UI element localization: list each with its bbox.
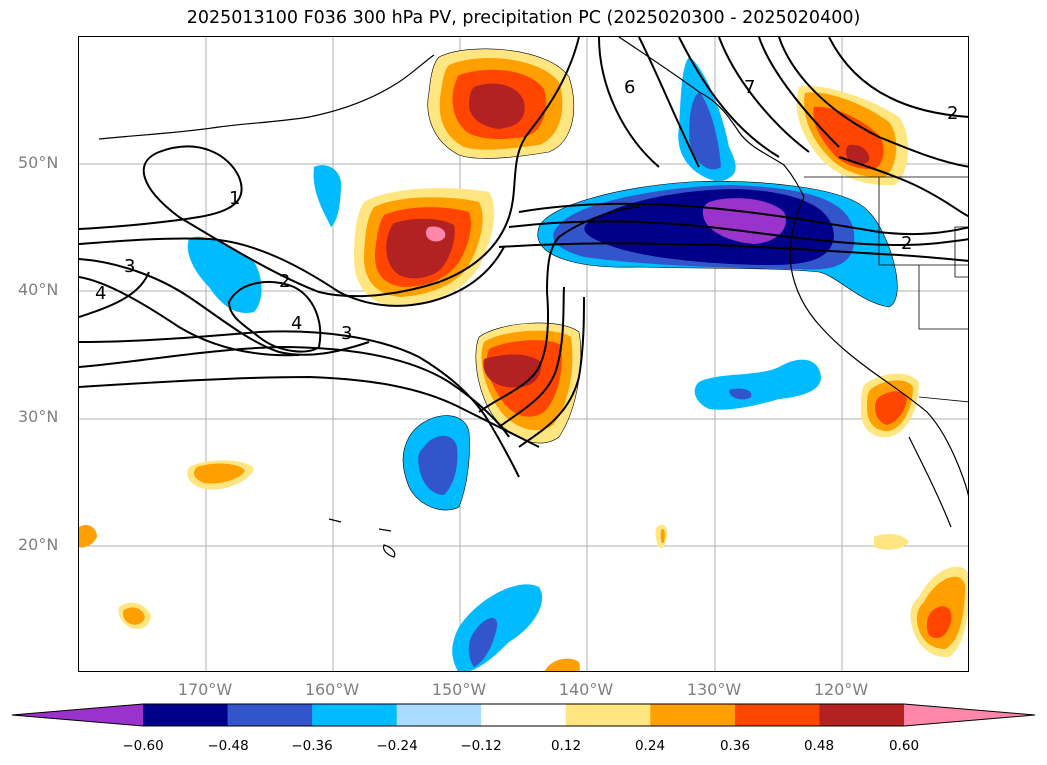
colorbar-tick-label: −0.60 bbox=[122, 738, 164, 754]
map-canvas: 1 2 3 4 4 3 6 7 2 2 bbox=[79, 37, 968, 671]
map-panel: 1 2 3 4 4 3 6 7 2 2 bbox=[78, 36, 969, 672]
contour-label: 7 bbox=[744, 77, 755, 98]
colorbar-segment bbox=[143, 704, 229, 726]
colorbar-segment bbox=[227, 704, 313, 726]
lon-label-140w: 140°W bbox=[558, 680, 614, 699]
contour-label: 6 bbox=[624, 77, 635, 98]
contour-label: 4 bbox=[95, 283, 106, 304]
shading-outlines bbox=[402, 48, 898, 511]
lon-label-130w: 130°W bbox=[686, 680, 742, 699]
contour-labels: 1 2 3 4 4 3 6 7 2 2 bbox=[95, 77, 958, 344]
lat-label-20n: 20°N bbox=[18, 535, 59, 554]
colorbar-segment bbox=[396, 704, 482, 726]
colorbar-segment bbox=[650, 704, 736, 726]
contour-label: 4 bbox=[291, 313, 302, 334]
contour-label: 2 bbox=[279, 271, 290, 292]
contour-label: 1 bbox=[229, 188, 240, 209]
lon-label-150w: 150°W bbox=[431, 680, 487, 699]
colorbar-tick-label: −0.12 bbox=[460, 738, 502, 754]
contour-label: 3 bbox=[341, 323, 352, 344]
colorbar-extend-high bbox=[904, 704, 1035, 726]
lat-label-40n: 40°N bbox=[18, 280, 59, 299]
colorbar-segment bbox=[312, 704, 398, 726]
contour-label: 2 bbox=[947, 103, 958, 124]
colorbar-segment bbox=[565, 704, 651, 726]
lon-label-120w: 120°W bbox=[813, 680, 869, 699]
colorbar-tick-label: 0.36 bbox=[719, 738, 751, 754]
colorbar-segment bbox=[819, 704, 905, 726]
contour-label: 3 bbox=[124, 256, 135, 277]
colorbar-outline bbox=[11, 703, 1036, 727]
colorbar-segment bbox=[734, 704, 820, 726]
colorbar-tick-label: 0.48 bbox=[803, 738, 835, 754]
pv-contours bbox=[79, 37, 968, 478]
colorbar-tick-label: −0.36 bbox=[291, 738, 333, 754]
colorbar-tick-label: −0.48 bbox=[207, 738, 249, 754]
lon-label-170w: 170°W bbox=[177, 680, 233, 699]
coastlines bbox=[98, 37, 968, 558]
colorbar-tick-label: 0.24 bbox=[634, 738, 666, 754]
colorbar-tick-label: 0.12 bbox=[550, 738, 582, 754]
political-boundaries bbox=[804, 176, 968, 403]
colorbar bbox=[11, 703, 1036, 727]
colorbar-segments bbox=[11, 703, 1036, 727]
contour-label: 2 bbox=[901, 233, 912, 254]
page-title: 2025013100 F036 300 hPa PV, precipitatio… bbox=[186, 8, 861, 28]
lat-label-50n: 50°N bbox=[18, 153, 59, 172]
colorbar-segment bbox=[481, 704, 567, 726]
colorbar-extend-low bbox=[12, 704, 143, 726]
lon-label-160w: 160°W bbox=[304, 680, 360, 699]
lat-label-30n: 30°N bbox=[18, 407, 59, 426]
colorbar-tick-label: 0.60 bbox=[888, 738, 920, 754]
colorbar-tick-label: −0.24 bbox=[376, 738, 418, 754]
